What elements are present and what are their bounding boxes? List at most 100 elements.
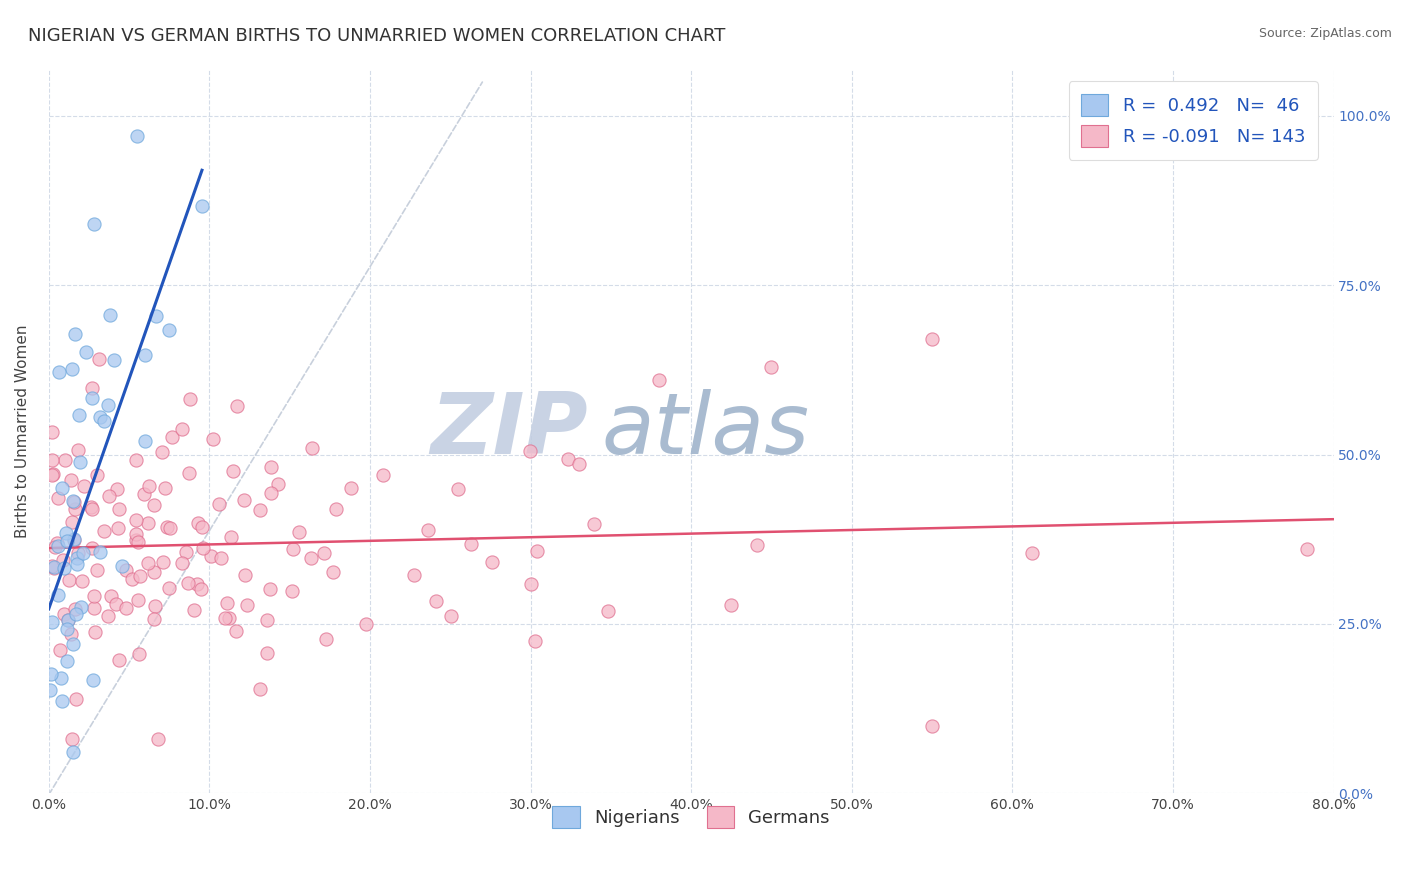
Point: [439, 608, 461, 623]
Point: [259, 582, 281, 596]
Point: [404, 567, 426, 582]
Point: [138, 479, 160, 493]
Point: [100, 590, 122, 604]
Point: [354, 616, 377, 631]
Point: [125, 526, 148, 541]
Point: [83, 600, 105, 615]
Point: [62, 494, 84, 508]
Point: [174, 545, 197, 559]
Point: [60, 732, 83, 747]
Point: [80, 541, 103, 556]
Point: [720, 598, 742, 612]
Point: [125, 533, 148, 548]
Point: [66, 546, 89, 560]
Point: [46, 491, 69, 506]
Point: [157, 581, 180, 595]
Point: [63, 532, 86, 546]
Point: [80, 501, 103, 516]
Point: [526, 543, 548, 558]
Point: [322, 565, 344, 579]
Point: [153, 481, 176, 495]
Point: [111, 558, 134, 573]
Point: [582, 517, 605, 532]
Point: [87, 351, 110, 366]
Point: [447, 483, 470, 497]
Point: [63, 502, 86, 516]
Point: [315, 632, 337, 647]
Point: [288, 524, 311, 539]
Point: [51, 482, 73, 496]
Point: [66, 551, 89, 566]
Point: [80, 381, 103, 395]
Point: [222, 464, 245, 478]
Point: [148, 732, 170, 747]
Point: [225, 624, 247, 639]
Point: [89, 545, 111, 559]
Point: [170, 422, 193, 436]
Point: [62, 745, 84, 759]
Point: [152, 555, 174, 569]
Point: [190, 520, 212, 534]
Point: [236, 599, 259, 613]
Point: [340, 481, 363, 495]
Point: [60, 515, 83, 529]
Point: [98, 308, 121, 322]
Point: [107, 653, 129, 667]
Point: [41, 425, 63, 439]
Point: [115, 563, 138, 577]
Point: [93, 414, 115, 428]
Text: NIGERIAN VS GERMAN BIRTHS TO UNMARRIED WOMEN CORRELATION CHART: NIGERIAN VS GERMAN BIRTHS TO UNMARRIED W…: [28, 27, 725, 45]
Point: [58, 573, 80, 587]
Point: [84, 624, 107, 639]
Point: [45, 536, 67, 550]
Point: [150, 445, 173, 459]
Point: [314, 546, 336, 560]
Point: [56, 533, 79, 548]
Point: [41, 468, 63, 483]
Point: [325, 502, 347, 516]
Point: [280, 584, 302, 599]
Point: [67, 443, 90, 458]
Point: [519, 577, 541, 591]
Point: [219, 530, 242, 544]
Point: [179, 466, 201, 480]
Point: [67, 409, 90, 423]
Point: [62, 494, 84, 508]
Point: [159, 520, 181, 534]
Point: [63, 326, 86, 341]
Point: [38, 683, 60, 698]
Point: [65, 607, 87, 621]
Point: [209, 551, 232, 566]
Point: [63, 533, 86, 548]
Y-axis label: Births to Unmarried Women: Births to Unmarried Women: [15, 324, 30, 538]
Point: [186, 576, 208, 591]
Point: [62, 637, 84, 651]
Point: [215, 596, 238, 610]
Point: [48, 366, 70, 380]
Point: [416, 523, 439, 537]
Point: [53, 453, 76, 467]
Point: [232, 492, 254, 507]
Point: [481, 555, 503, 569]
Point: [69, 600, 91, 615]
Point: [58, 613, 80, 627]
Point: [56, 654, 79, 668]
Point: [83, 590, 105, 604]
Point: [55, 525, 77, 540]
Point: [190, 582, 212, 596]
Point: [72, 545, 94, 559]
Point: [596, 604, 619, 618]
Point: [235, 567, 257, 582]
Text: Source: ZipAtlas.com: Source: ZipAtlas.com: [1258, 27, 1392, 40]
Point: [172, 556, 194, 570]
Point: [121, 572, 143, 586]
Point: [179, 392, 201, 407]
Point: [745, 538, 768, 552]
Point: [49, 643, 72, 657]
Point: [73, 479, 96, 493]
Point: [103, 353, 125, 368]
Point: [60, 361, 83, 376]
Point: [56, 613, 79, 627]
Point: [142, 565, 165, 579]
Point: [136, 516, 159, 531]
